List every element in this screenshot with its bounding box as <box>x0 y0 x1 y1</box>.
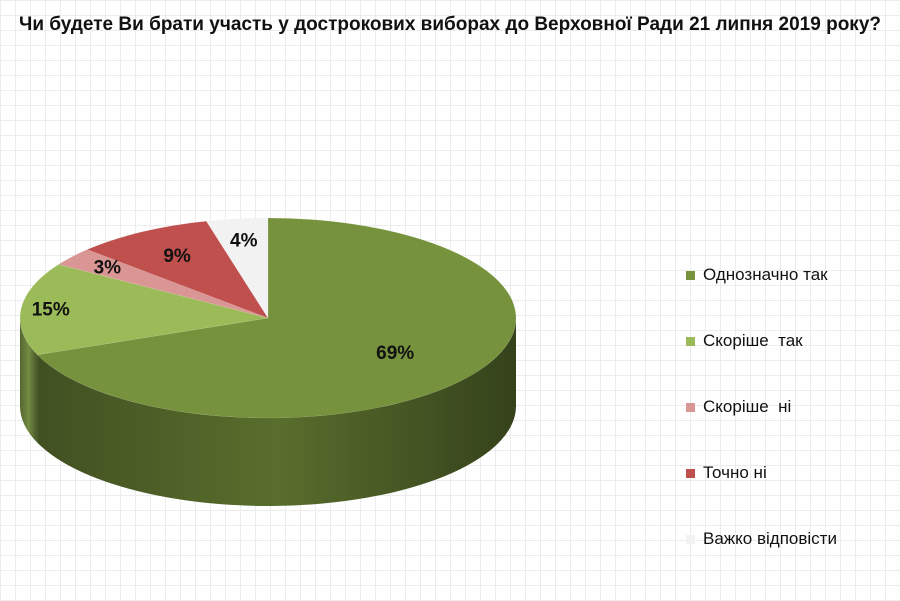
legend-item-1: Скоріше так <box>686 308 896 374</box>
legend-label-3: Точно ні <box>703 463 767 482</box>
data-label-0: 69% <box>376 343 414 364</box>
legend-item-3: Точно ні <box>686 440 896 506</box>
legend-label-1: Скоріше так <box>703 331 803 350</box>
legend-swatch-2 <box>686 402 695 412</box>
legend-item-4: Важко відповісти <box>686 506 896 572</box>
legend-swatch-4 <box>686 534 695 544</box>
slice-3 <box>86 220 269 319</box>
legend-label-2: Скоріше ні <box>703 397 792 416</box>
legend-label-4: Важко відповісти <box>703 529 837 548</box>
data-label-1: 15% <box>32 300 70 321</box>
legend-swatch-1 <box>686 336 695 346</box>
legend: Однозначно так Скоріше так Скоріше ні Точно… <box>686 242 896 572</box>
legend-swatch-3 <box>686 468 695 478</box>
slice-4 <box>205 217 269 319</box>
legend-item-2: Скоріше ні <box>686 374 896 440</box>
chart-title: Чи будете Ви брати участь у дострокових … <box>18 14 881 35</box>
data-label-4: 4% <box>230 231 258 252</box>
legend-swatch-0 <box>686 270 695 280</box>
slice-side-0 <box>37 318 516 507</box>
pie-chart: 69% 15% 3% 9% 4% <box>19 217 517 507</box>
data-label-3: 9% <box>163 246 191 267</box>
slice-1 <box>19 264 269 356</box>
legend-item-0: Однозначно так <box>686 242 896 308</box>
slice-0 <box>36 217 517 419</box>
slice-side-1 <box>20 318 38 443</box>
data-label-2: 3% <box>94 258 122 279</box>
slice-2 <box>57 249 269 319</box>
legend-label-0: Однозначно так <box>703 265 828 284</box>
